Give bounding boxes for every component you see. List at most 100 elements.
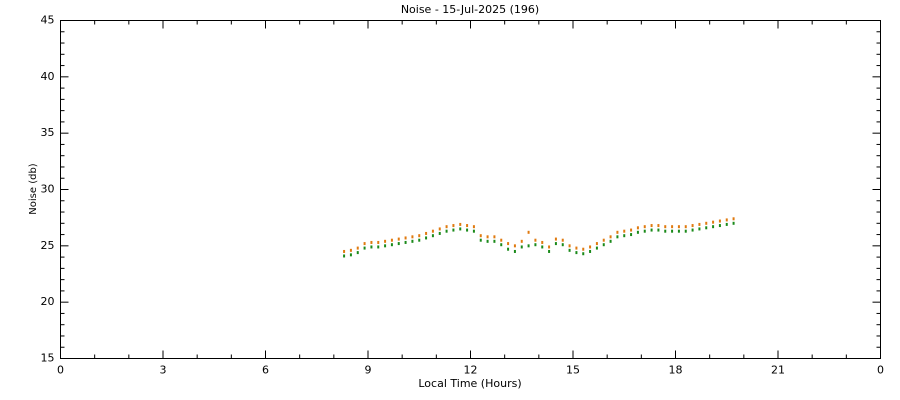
data-point bbox=[513, 244, 516, 248]
data-point bbox=[418, 234, 421, 238]
data-point bbox=[561, 238, 564, 242]
data-point bbox=[718, 219, 721, 223]
data-point bbox=[431, 234, 434, 238]
x-tick-label: 3 bbox=[160, 364, 167, 377]
data-point bbox=[343, 249, 346, 253]
data-point bbox=[425, 236, 428, 240]
data-point bbox=[466, 224, 469, 228]
data-point bbox=[705, 226, 708, 230]
y-tick-label: 15 bbox=[41, 352, 55, 365]
data-point bbox=[431, 229, 434, 233]
y-axis-label: Noise (db) bbox=[28, 163, 39, 215]
data-point bbox=[507, 242, 510, 246]
data-point bbox=[370, 240, 373, 244]
data-point bbox=[691, 228, 694, 232]
data-point bbox=[541, 245, 544, 249]
data-point bbox=[390, 243, 393, 247]
data-point bbox=[561, 243, 564, 247]
x-tick-label: 0 bbox=[877, 364, 884, 377]
data-point bbox=[725, 218, 728, 222]
data-point bbox=[370, 245, 373, 249]
x-tick-label: 0 bbox=[57, 364, 64, 377]
data-point bbox=[466, 228, 469, 232]
data-point bbox=[356, 251, 359, 255]
data-point bbox=[534, 243, 537, 247]
data-point bbox=[507, 247, 510, 251]
data-point bbox=[650, 228, 653, 232]
data-point bbox=[363, 242, 366, 246]
data-point bbox=[684, 225, 687, 229]
data-point bbox=[636, 226, 639, 230]
data-point bbox=[718, 224, 721, 228]
data-point bbox=[554, 242, 557, 246]
x-tick-label: 6 bbox=[262, 364, 269, 377]
data-point bbox=[404, 236, 407, 240]
y-tick-label: 30 bbox=[41, 183, 55, 196]
data-point bbox=[602, 238, 605, 242]
data-point bbox=[684, 229, 687, 233]
data-point bbox=[712, 225, 715, 229]
data-point bbox=[732, 221, 735, 225]
data-point bbox=[500, 243, 503, 247]
data-point bbox=[486, 239, 489, 243]
data-point bbox=[445, 225, 448, 229]
data-point bbox=[377, 245, 380, 249]
data-point bbox=[650, 224, 653, 228]
data-point bbox=[609, 239, 612, 243]
data-point bbox=[623, 229, 626, 233]
data-point bbox=[343, 254, 346, 258]
data-point bbox=[472, 225, 475, 229]
data-point bbox=[356, 246, 359, 250]
data-point bbox=[404, 240, 407, 244]
data-point bbox=[657, 224, 660, 228]
data-point bbox=[384, 239, 387, 243]
x-tick-label: 18 bbox=[669, 364, 683, 377]
data-point bbox=[445, 229, 448, 233]
data-point bbox=[548, 245, 551, 249]
data-point bbox=[664, 229, 667, 233]
data-point bbox=[527, 244, 530, 248]
data-point bbox=[479, 238, 482, 242]
data-point bbox=[595, 246, 598, 250]
data-point bbox=[527, 230, 530, 234]
data-point bbox=[582, 252, 585, 256]
data-point bbox=[732, 217, 735, 221]
data-point bbox=[630, 233, 633, 237]
data-point bbox=[664, 225, 667, 229]
data-point bbox=[595, 242, 598, 246]
x-axis-label: Local Time (Hours) bbox=[418, 377, 521, 390]
data-point bbox=[493, 235, 496, 239]
data-point bbox=[377, 240, 380, 244]
data-point bbox=[568, 248, 571, 252]
chart-title: Noise - 15-Jul-2025 (196) bbox=[401, 3, 539, 16]
data-point bbox=[630, 228, 633, 232]
x-tick-label: 12 bbox=[464, 364, 478, 377]
data-point bbox=[520, 245, 523, 249]
data-point bbox=[363, 246, 366, 250]
y-tick-label: 20 bbox=[41, 295, 55, 308]
data-point bbox=[691, 224, 694, 228]
data-point bbox=[554, 237, 557, 241]
data-point bbox=[438, 227, 441, 231]
y-tick-label: 25 bbox=[41, 239, 55, 252]
data-point bbox=[568, 244, 571, 248]
data-point bbox=[384, 244, 387, 248]
data-point bbox=[452, 228, 455, 232]
data-point bbox=[698, 222, 701, 226]
data-point bbox=[500, 238, 503, 242]
data-point bbox=[520, 239, 523, 243]
data-point bbox=[397, 242, 400, 246]
data-point bbox=[548, 249, 551, 253]
data-point bbox=[623, 234, 626, 238]
data-point bbox=[589, 249, 592, 253]
data-point bbox=[418, 238, 421, 242]
data-point bbox=[541, 240, 544, 244]
data-point bbox=[602, 243, 605, 247]
data-point bbox=[411, 239, 414, 243]
y-tick-label: 35 bbox=[41, 126, 55, 139]
data-point bbox=[452, 224, 455, 228]
data-point bbox=[725, 222, 728, 226]
